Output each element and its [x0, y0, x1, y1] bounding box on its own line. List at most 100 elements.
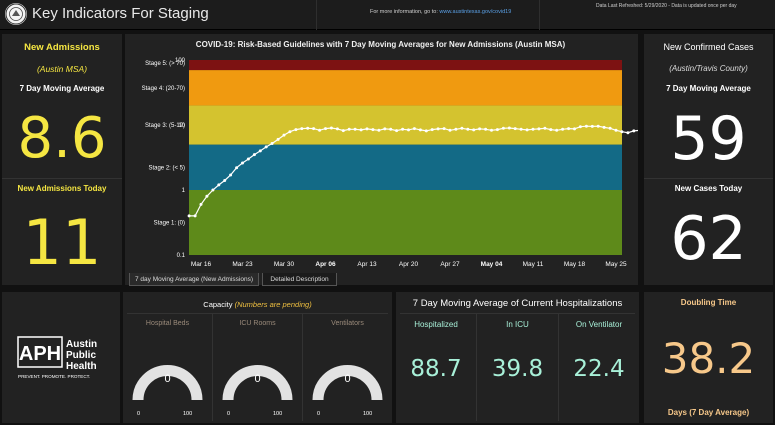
- admissions-subtitle: (Austin MSA): [36, 64, 88, 74]
- chart-title: COVID-19: Risk-Based Guidelines with 7 D…: [195, 40, 566, 49]
- data-point: [205, 194, 209, 198]
- data-point: [365, 127, 369, 131]
- data-point: [418, 128, 422, 132]
- data-point: [193, 214, 197, 218]
- data-point: [632, 129, 636, 133]
- data-point: [525, 128, 529, 132]
- y-tick-label: 10: [178, 123, 185, 129]
- gauge: Ventilators 0 0 100: [303, 314, 392, 421]
- aph-name-line-1: Austin: [66, 339, 97, 350]
- cases-today-value: 62: [670, 204, 747, 274]
- data-point: [590, 124, 594, 128]
- admissions-today-label: New Admissions Today: [17, 184, 107, 193]
- doubling-value: 38.2: [661, 334, 756, 383]
- x-tick-label: Mar 16: [191, 261, 212, 268]
- stage-band: [189, 105, 622, 145]
- risk-chart: Stage 1: (0) Stage 2: (< 5) Stage 3: (5-19…: [142, 58, 638, 268]
- cases-today-label: New Cases Today: [674, 184, 743, 193]
- aph-logo-panel: APH Austin Public Health PREVENT. PROMOT…: [2, 292, 120, 423]
- data-point: [324, 127, 327, 131]
- admissions-today-value: 11: [22, 206, 102, 279]
- capacity-note: (Numbers are pending): [234, 300, 312, 309]
- data-point: [578, 125, 582, 129]
- data-point: [561, 127, 565, 131]
- divider: [302, 314, 303, 421]
- stage-band: [189, 144, 622, 190]
- data-point: [187, 214, 191, 218]
- doubling-unit-label: Days (7 Day Average): [667, 408, 750, 417]
- data-point: [335, 127, 339, 131]
- x-tick-label: Apr 06: [315, 261, 336, 268]
- tab-moving-average[interactable]: 7 day Moving Average (New Admissions): [129, 273, 259, 286]
- data-point: [531, 127, 535, 131]
- data-point: [608, 126, 612, 130]
- data-point: [573, 127, 576, 131]
- gauge-min: 0: [317, 411, 321, 417]
- info-link[interactable]: www.austintexas.gov/covid19: [439, 9, 512, 15]
- data-point: [436, 127, 440, 131]
- aph-tagline: PREVENT. PROMOTE. PROTECT.: [18, 374, 90, 379]
- data-point: [300, 127, 304, 131]
- data-point: [312, 127, 316, 131]
- data-point: [620, 130, 624, 134]
- y-tick-label: 0.1: [177, 253, 186, 259]
- data-point: [424, 129, 428, 133]
- doubling-title: Doubling Time: [680, 298, 737, 307]
- data-point: [412, 127, 416, 131]
- capacity-title: Capacity: [203, 300, 233, 309]
- data-point: [596, 124, 600, 128]
- data-point: [549, 128, 553, 132]
- stage-label: Stage 3: (5-19): [145, 123, 185, 129]
- data-point: [472, 128, 476, 132]
- aph-name-line-3: Health: [66, 361, 97, 372]
- data-point: [495, 128, 499, 132]
- gauge-max: 100: [363, 411, 373, 417]
- data-point: [306, 126, 310, 130]
- header-divider: [539, 0, 540, 30]
- stage-band: [189, 70, 622, 106]
- data-point: [567, 127, 571, 131]
- gauge-value: 0: [164, 373, 171, 385]
- data-point: [430, 128, 434, 132]
- gauge-label: Ventilators: [331, 320, 364, 327]
- gauge-dial: [132, 365, 203, 401]
- data-point: [519, 127, 523, 131]
- x-tick-label: May 25: [605, 261, 627, 268]
- stage-band: [189, 190, 622, 255]
- metric-label: In ICU: [506, 320, 529, 329]
- stage-band: [189, 60, 622, 71]
- gauge-min: 0: [227, 411, 231, 417]
- data-point: [199, 202, 203, 206]
- data-point: [341, 129, 345, 133]
- data-point: [252, 153, 256, 157]
- data-point: [229, 173, 233, 177]
- y-tick-label: 100: [175, 58, 186, 64]
- x-tick-label: May 04: [481, 261, 503, 268]
- divider: [476, 314, 477, 421]
- metric-label: On Ventilator: [575, 320, 623, 329]
- stage-label: Stage 1: (0): [154, 221, 185, 227]
- gauge-label: Hospital Beds: [145, 320, 190, 327]
- hospitalization-metric: Hospitalized 88.7: [396, 314, 476, 421]
- stage-label: Stage 2: (< 5): [148, 165, 185, 171]
- aph-logo-icon: APH Austin Public Health PREVENT. PROMOT…: [17, 336, 97, 379]
- data-point: [478, 127, 482, 131]
- admissions-avg-value: 8.6: [17, 106, 107, 171]
- tab-detailed-description[interactable]: Detailed Description: [262, 273, 337, 286]
- data-point: [282, 133, 286, 137]
- metric-value: 22.4: [573, 356, 625, 382]
- data-point: [264, 145, 268, 149]
- data-point: [507, 126, 511, 130]
- data-point: [223, 179, 227, 182]
- data-point: [235, 166, 239, 170]
- chart-panel: COVID-19: Risk-Based Guidelines with 7 D…: [125, 34, 638, 286]
- gauge-track: [222, 365, 293, 401]
- gauge-track: [132, 365, 203, 401]
- data-point: [395, 129, 399, 133]
- divider: [212, 314, 213, 421]
- data-point: [389, 127, 393, 131]
- new-admissions-panel: New Admissions (Austin MSA) 7 Day Moving…: [2, 34, 122, 285]
- gauge-dial: [222, 365, 293, 401]
- gauge-value: 0: [254, 373, 261, 385]
- data-point: [401, 127, 405, 131]
